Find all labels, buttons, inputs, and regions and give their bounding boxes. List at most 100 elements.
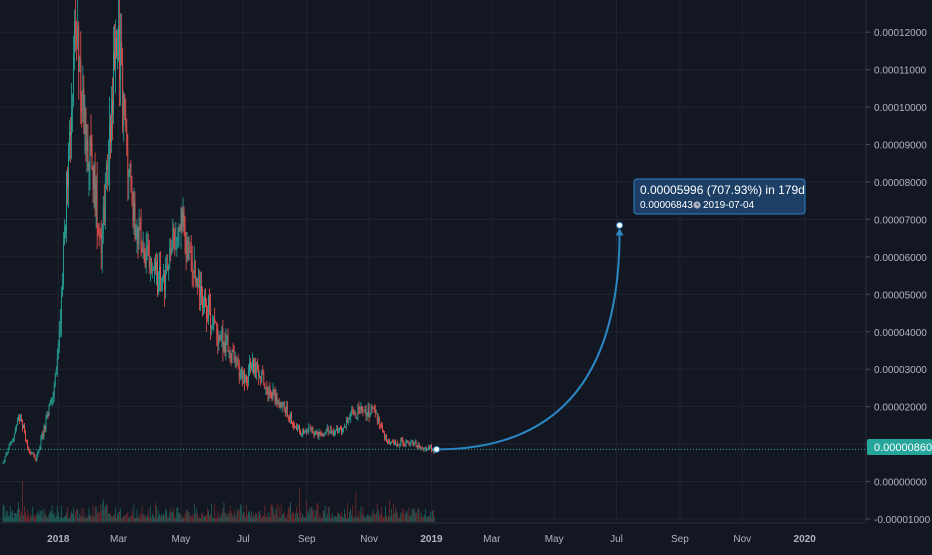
candle-body <box>11 440 13 442</box>
volume-bar <box>76 508 78 522</box>
volume-bar <box>306 500 308 522</box>
price-tick-label: 0.00011000 <box>874 66 927 77</box>
candle-body <box>192 272 194 274</box>
volume-bar <box>349 512 351 522</box>
candle-body <box>339 428 340 431</box>
candle-body <box>12 438 14 441</box>
candle-body <box>310 426 312 431</box>
candle-body <box>292 422 293 424</box>
candle-body <box>129 163 131 170</box>
volume-bar <box>252 517 253 522</box>
volume-bar <box>64 516 65 522</box>
volume-bar <box>365 517 367 522</box>
candle-body <box>220 338 222 340</box>
volume-bar <box>160 516 161 522</box>
candle-body <box>49 403 51 406</box>
candle-body <box>232 350 234 352</box>
candle-body <box>315 431 317 433</box>
volume-bar <box>310 507 312 522</box>
candle-body <box>405 441 407 445</box>
candle-body <box>171 248 173 254</box>
volume-bar <box>11 509 13 522</box>
volume-bar <box>121 517 123 522</box>
candle-body <box>68 148 69 188</box>
candle-body <box>170 247 172 254</box>
volume-bar <box>83 508 85 522</box>
volume-bar <box>65 516 66 522</box>
candle-body <box>409 444 411 445</box>
current-price-label: 0.00000860 <box>867 439 932 455</box>
candle-body <box>255 363 257 374</box>
volume-bar <box>264 505 266 522</box>
volume-bar <box>75 511 77 522</box>
volume-bar <box>351 515 353 522</box>
volume-bar <box>131 509 133 522</box>
clock-icon <box>693 201 701 209</box>
volume-bar <box>137 516 139 522</box>
candle-body <box>23 425 24 429</box>
volume-bar <box>268 512 270 522</box>
volume-bar <box>392 515 394 522</box>
candle-body <box>338 430 339 431</box>
candle-body <box>105 164 107 181</box>
candle-body <box>156 261 157 271</box>
volume-bar <box>236 508 238 522</box>
candle-body <box>44 426 46 429</box>
volume-bar <box>115 507 116 522</box>
candle-body <box>202 294 203 308</box>
projection-tooltip[interactable]: 0.00005996 (707.93%) in 179d 0.00006843 … <box>633 178 806 215</box>
volume-bar <box>361 514 363 522</box>
candle-body <box>351 410 353 412</box>
volume-bar <box>333 516 335 522</box>
candle-body <box>206 307 207 319</box>
projection-start-handle[interactable] <box>433 445 441 453</box>
candle-body <box>175 239 177 241</box>
volume-bar <box>355 492 357 522</box>
candle-body <box>290 413 292 423</box>
candle-body <box>378 417 380 425</box>
candle-body <box>424 447 426 450</box>
volume-bar <box>127 511 129 522</box>
volume-bar <box>356 515 358 522</box>
candle-body <box>228 351 230 352</box>
volume-bar <box>188 512 190 522</box>
candle-body <box>337 429 338 431</box>
volume-bar <box>12 517 14 522</box>
volume-bar <box>18 502 19 522</box>
volume-bar <box>314 517 316 522</box>
volume-bar <box>368 516 370 522</box>
volume-bar <box>412 508 414 522</box>
candle-body <box>143 249 145 252</box>
candle-body <box>100 233 102 254</box>
volume-bar <box>89 514 91 522</box>
volume-bar <box>111 515 112 522</box>
projection-arc[interactable] <box>433 221 624 453</box>
volume-bar <box>199 517 201 522</box>
volume-bar <box>6 510 8 522</box>
candle-body <box>398 445 400 447</box>
candle-body <box>149 258 151 269</box>
volume-bar <box>295 513 296 522</box>
volume-bar <box>319 514 321 522</box>
volume-bar <box>253 513 254 522</box>
candle-body <box>287 417 289 419</box>
volume-bar <box>405 512 407 522</box>
projection-end-handle[interactable] <box>616 221 624 229</box>
candle-body <box>411 441 413 443</box>
volume-bar <box>25 512 26 522</box>
candle-body <box>318 431 320 438</box>
volume-bar <box>62 517 64 522</box>
tooltip-target-date: 2019-07-04 <box>703 200 755 211</box>
volume-bar <box>383 517 384 522</box>
volume-bar <box>251 511 252 522</box>
candle-body <box>309 426 311 428</box>
volume-bar <box>429 516 430 522</box>
candle-body <box>194 261 196 283</box>
volume-bar <box>317 502 319 522</box>
candle-body <box>72 105 73 112</box>
time-axis[interactable]: 2018 Mar May Jul Sep Nov 2019 Mar May Jul Sep Nov 20… <box>0 522 866 545</box>
price-tick-label: 0.00005000 <box>874 290 927 301</box>
